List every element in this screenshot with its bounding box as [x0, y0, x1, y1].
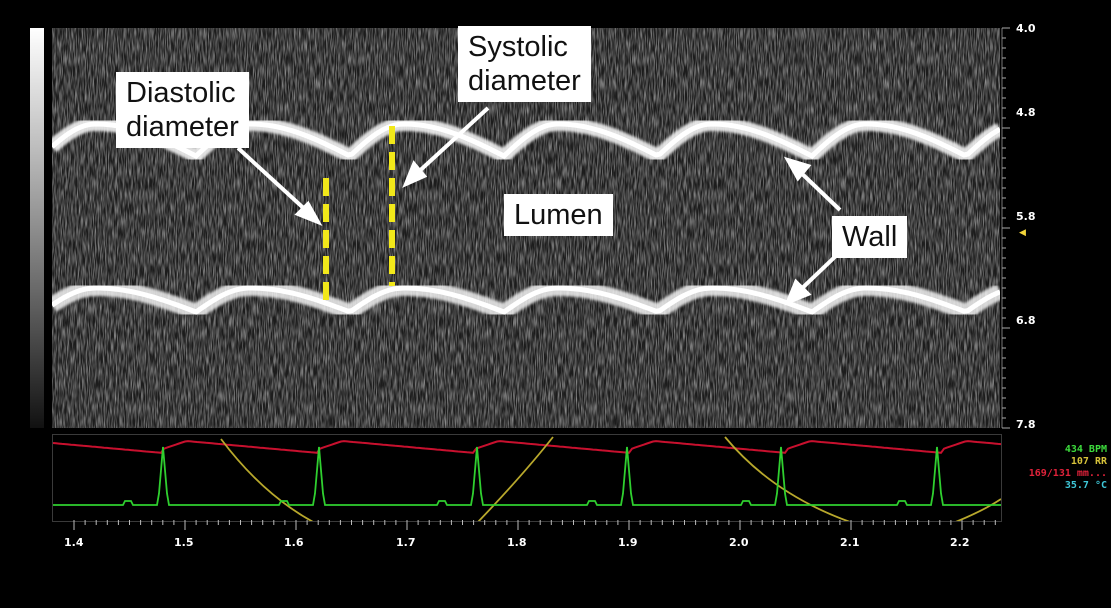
time-tick: 2.2: [950, 536, 970, 549]
time-tick: 2.0: [729, 536, 749, 549]
wall-arrow-upper-head: [783, 156, 812, 182]
vitals-readouts: 434 BPM 107 RR 169/131 mm... 35.7 °C: [1002, 444, 1107, 504]
depth-tick: 4.8: [1016, 106, 1036, 119]
heart-rate-readout: 434 BPM: [1064, 444, 1107, 455]
diastolic-callout: Diastolic diameter: [116, 72, 249, 148]
time-tick: 1.4: [64, 536, 84, 549]
time-tick: 2.1: [840, 536, 860, 549]
time-axis: 1.4 1.5 1.6 1.7 1.8 1.9 2.0 2.1 2.2: [52, 520, 1002, 560]
respiration-trace: [220, 436, 1002, 524]
systolic-arrowhead: [402, 160, 428, 188]
depth-tick: 7.8: [1016, 418, 1036, 431]
physio-trace-panel: [52, 434, 1002, 524]
time-tick: 1.9: [618, 536, 638, 549]
wall-callout: Wall: [832, 216, 908, 258]
time-tick: 1.6: [284, 536, 304, 549]
depth-tick: 5.8: [1016, 210, 1036, 223]
physio-trace-svg: [52, 436, 1002, 524]
time-tick: 1.7: [396, 536, 416, 549]
depth-axis-ticks: [1001, 27, 1010, 429]
resp-rate-readout: 107 RR: [1070, 456, 1107, 467]
blood-pressure-readout: 169/131 mm...: [1028, 468, 1107, 479]
diastolic-arrow: [236, 146, 312, 216]
systolic-arrow: [412, 106, 490, 178]
lower-wall-core: [52, 285, 1000, 315]
grayscale-bar: [30, 28, 44, 428]
time-tick: 1.5: [174, 536, 194, 549]
depth-axis: 4.0 4.8 5.8 6.8 7.8: [1000, 20, 1040, 440]
blood-pressure-trace: [52, 440, 1002, 454]
lumen-callout: Lumen: [504, 194, 613, 236]
diastolic-arrowhead: [294, 200, 323, 226]
depth-tick: 4.0: [1016, 22, 1036, 35]
ecg-trace: [53, 446, 1001, 506]
time-tick: 1.8: [507, 536, 527, 549]
depth-marker-icon: ◀: [1019, 227, 1026, 237]
time-axis-ticks: [73, 520, 996, 530]
depth-tick: 6.8: [1016, 314, 1036, 327]
systolic-callout: Systolic diameter: [458, 26, 591, 102]
wall-arrow-lower-head: [784, 278, 812, 306]
wall-arrow-upper: [794, 166, 842, 212]
temperature-readout: 35.7 °C: [1064, 480, 1107, 491]
